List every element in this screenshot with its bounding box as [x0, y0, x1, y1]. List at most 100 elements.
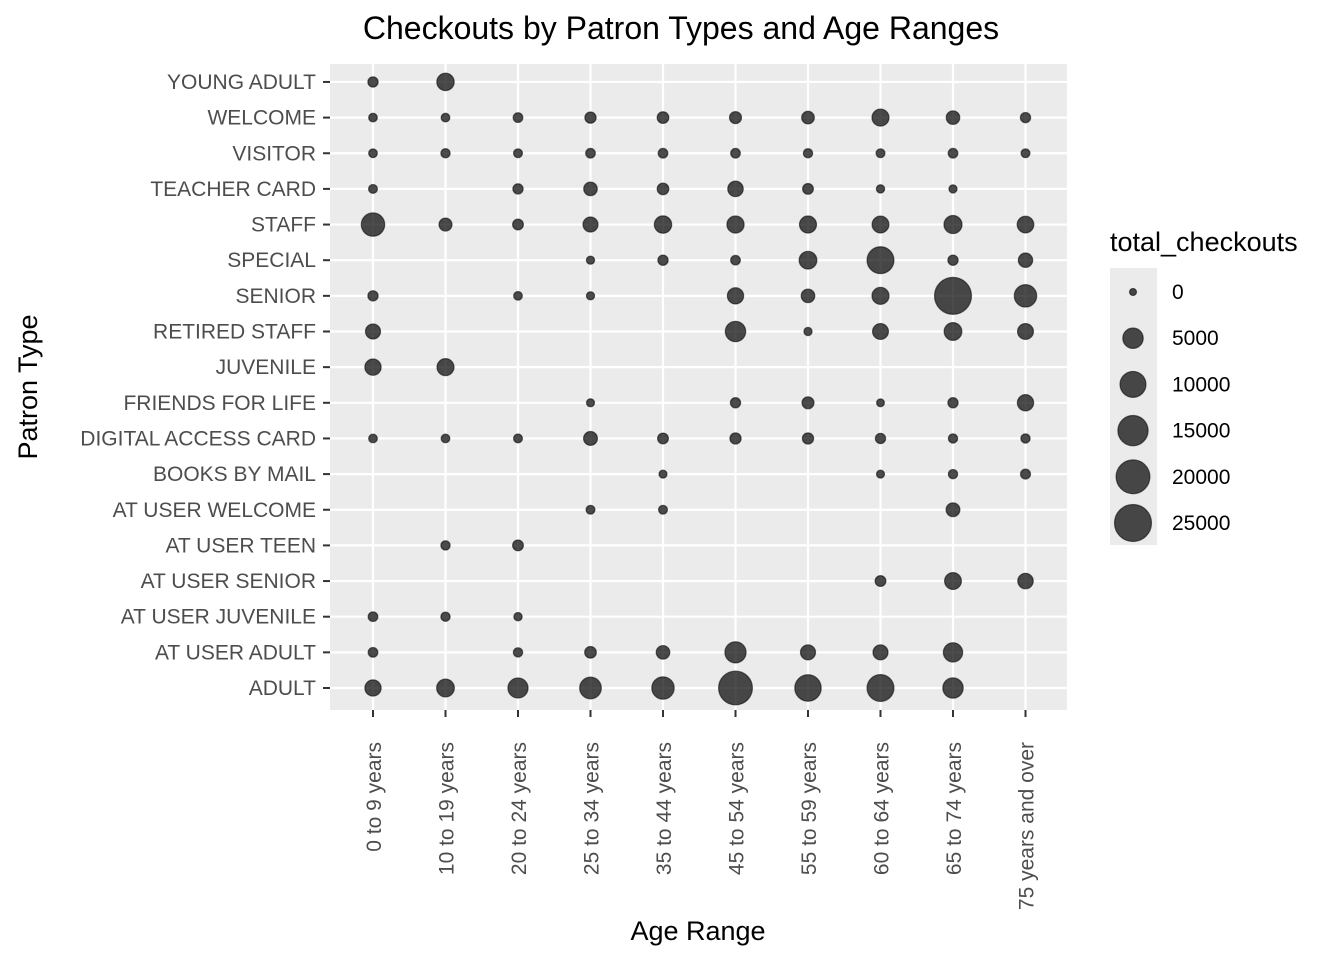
data-point	[866, 673, 895, 703]
x-tick-label: 55 to 59 years	[798, 742, 821, 875]
y-tick-label: AT USER ADULT	[155, 641, 316, 664]
data-point	[657, 147, 669, 159]
y-tick-label: TEACHER CARD	[150, 178, 316, 201]
data-point	[1019, 468, 1032, 480]
data-point	[729, 432, 742, 445]
x-tick-label: 20 to 24 years	[508, 742, 531, 875]
x-tick-label: 25 to 34 years	[581, 742, 604, 875]
data-point	[730, 147, 741, 159]
x-tick-label: 10 to 19 years	[436, 742, 459, 875]
data-point	[875, 398, 886, 408]
data-point	[364, 323, 382, 340]
data-point	[942, 642, 964, 663]
legend-key-point	[1122, 327, 1144, 350]
data-point	[438, 217, 453, 232]
data-point	[1020, 433, 1031, 444]
data-point	[512, 539, 524, 552]
legend-key-point	[1115, 459, 1151, 495]
data-point	[872, 644, 889, 661]
plot-panel	[330, 64, 1067, 710]
x-tick-label: 65 to 74 years	[943, 742, 966, 875]
data-point	[1019, 111, 1032, 124]
data-point	[945, 110, 961, 125]
y-axis-ticks: ADULT AT USER ADULT AT USER JUVENILE AT USE…	[80, 71, 330, 700]
data-point	[943, 322, 963, 341]
data-point	[727, 180, 744, 198]
data-point	[798, 215, 818, 234]
data-point	[1013, 284, 1038, 308]
legend-label: 5000	[1172, 327, 1219, 350]
data-point	[368, 433, 378, 444]
data-point	[513, 290, 523, 301]
legend-label: 10000	[1172, 373, 1230, 396]
x-tick-label: 45 to 54 years	[726, 742, 749, 875]
data-point	[801, 110, 815, 125]
x-tick-label: 60 to 64 years	[871, 742, 894, 875]
x-tick-label: 0 to 9 years	[363, 742, 386, 852]
data-point	[947, 254, 959, 266]
data-point	[729, 397, 742, 409]
data-point	[875, 469, 886, 479]
data-point	[1016, 215, 1035, 234]
data-point	[875, 184, 886, 194]
y-tick-label: BOOKS BY MAIL	[153, 463, 316, 486]
data-point	[512, 647, 524, 658]
y-tick-label: VISITOR	[232, 142, 316, 165]
size-legend: total_checkouts 0 5000 10000 15000 20000 2500…	[1110, 227, 1298, 545]
y-tick-label: WELCOME	[207, 107, 316, 130]
legend-label: 25000	[1172, 512, 1230, 535]
data-point	[801, 432, 815, 445]
data-point	[368, 148, 378, 159]
data-point	[440, 540, 451, 551]
data-point	[436, 72, 455, 92]
y-tick-label: SPECIAL	[227, 249, 316, 272]
data-point	[942, 677, 964, 699]
data-point	[579, 676, 602, 700]
data-point	[440, 112, 451, 123]
data-point	[871, 322, 890, 341]
data-point	[507, 677, 529, 699]
data-point	[585, 255, 596, 265]
data-point	[947, 433, 959, 444]
data-point	[584, 645, 597, 659]
y-tick-label: ADULT	[249, 677, 316, 700]
y-tick-label: AT USER JUVENILE	[121, 606, 316, 629]
data-point	[436, 678, 455, 698]
data-point	[802, 147, 814, 159]
data-point	[367, 611, 379, 623]
data-point	[947, 397, 959, 409]
y-tick-label: JUVENILE	[216, 356, 316, 379]
data-point	[866, 246, 895, 275]
y-tick-label: DIGITAL ACCESS CARD	[80, 427, 316, 450]
y-axis-title: Patron Type	[13, 314, 43, 459]
data-point	[798, 250, 818, 270]
data-point	[726, 287, 745, 305]
data-point	[947, 147, 959, 159]
data-point	[724, 320, 747, 343]
data-point	[943, 572, 963, 591]
data-point	[657, 504, 669, 515]
data-point	[585, 291, 596, 301]
data-point	[871, 286, 890, 305]
data-point	[717, 670, 754, 706]
data-point	[512, 112, 524, 124]
data-point	[656, 111, 670, 125]
legend-key-point	[1128, 287, 1138, 297]
data-point	[513, 611, 523, 622]
data-point	[585, 147, 596, 159]
data-point	[367, 290, 379, 302]
data-point	[584, 111, 597, 124]
data-point	[655, 644, 671, 660]
data-point	[367, 183, 379, 194]
data-point	[871, 215, 890, 234]
y-tick-label: STAFF	[251, 214, 316, 237]
data-point	[1016, 322, 1035, 341]
data-point	[657, 432, 669, 445]
data-point	[943, 214, 963, 235]
data-point	[585, 504, 596, 515]
data-point	[945, 502, 961, 518]
data-point	[512, 183, 524, 195]
legend-key-point	[1117, 414, 1149, 447]
